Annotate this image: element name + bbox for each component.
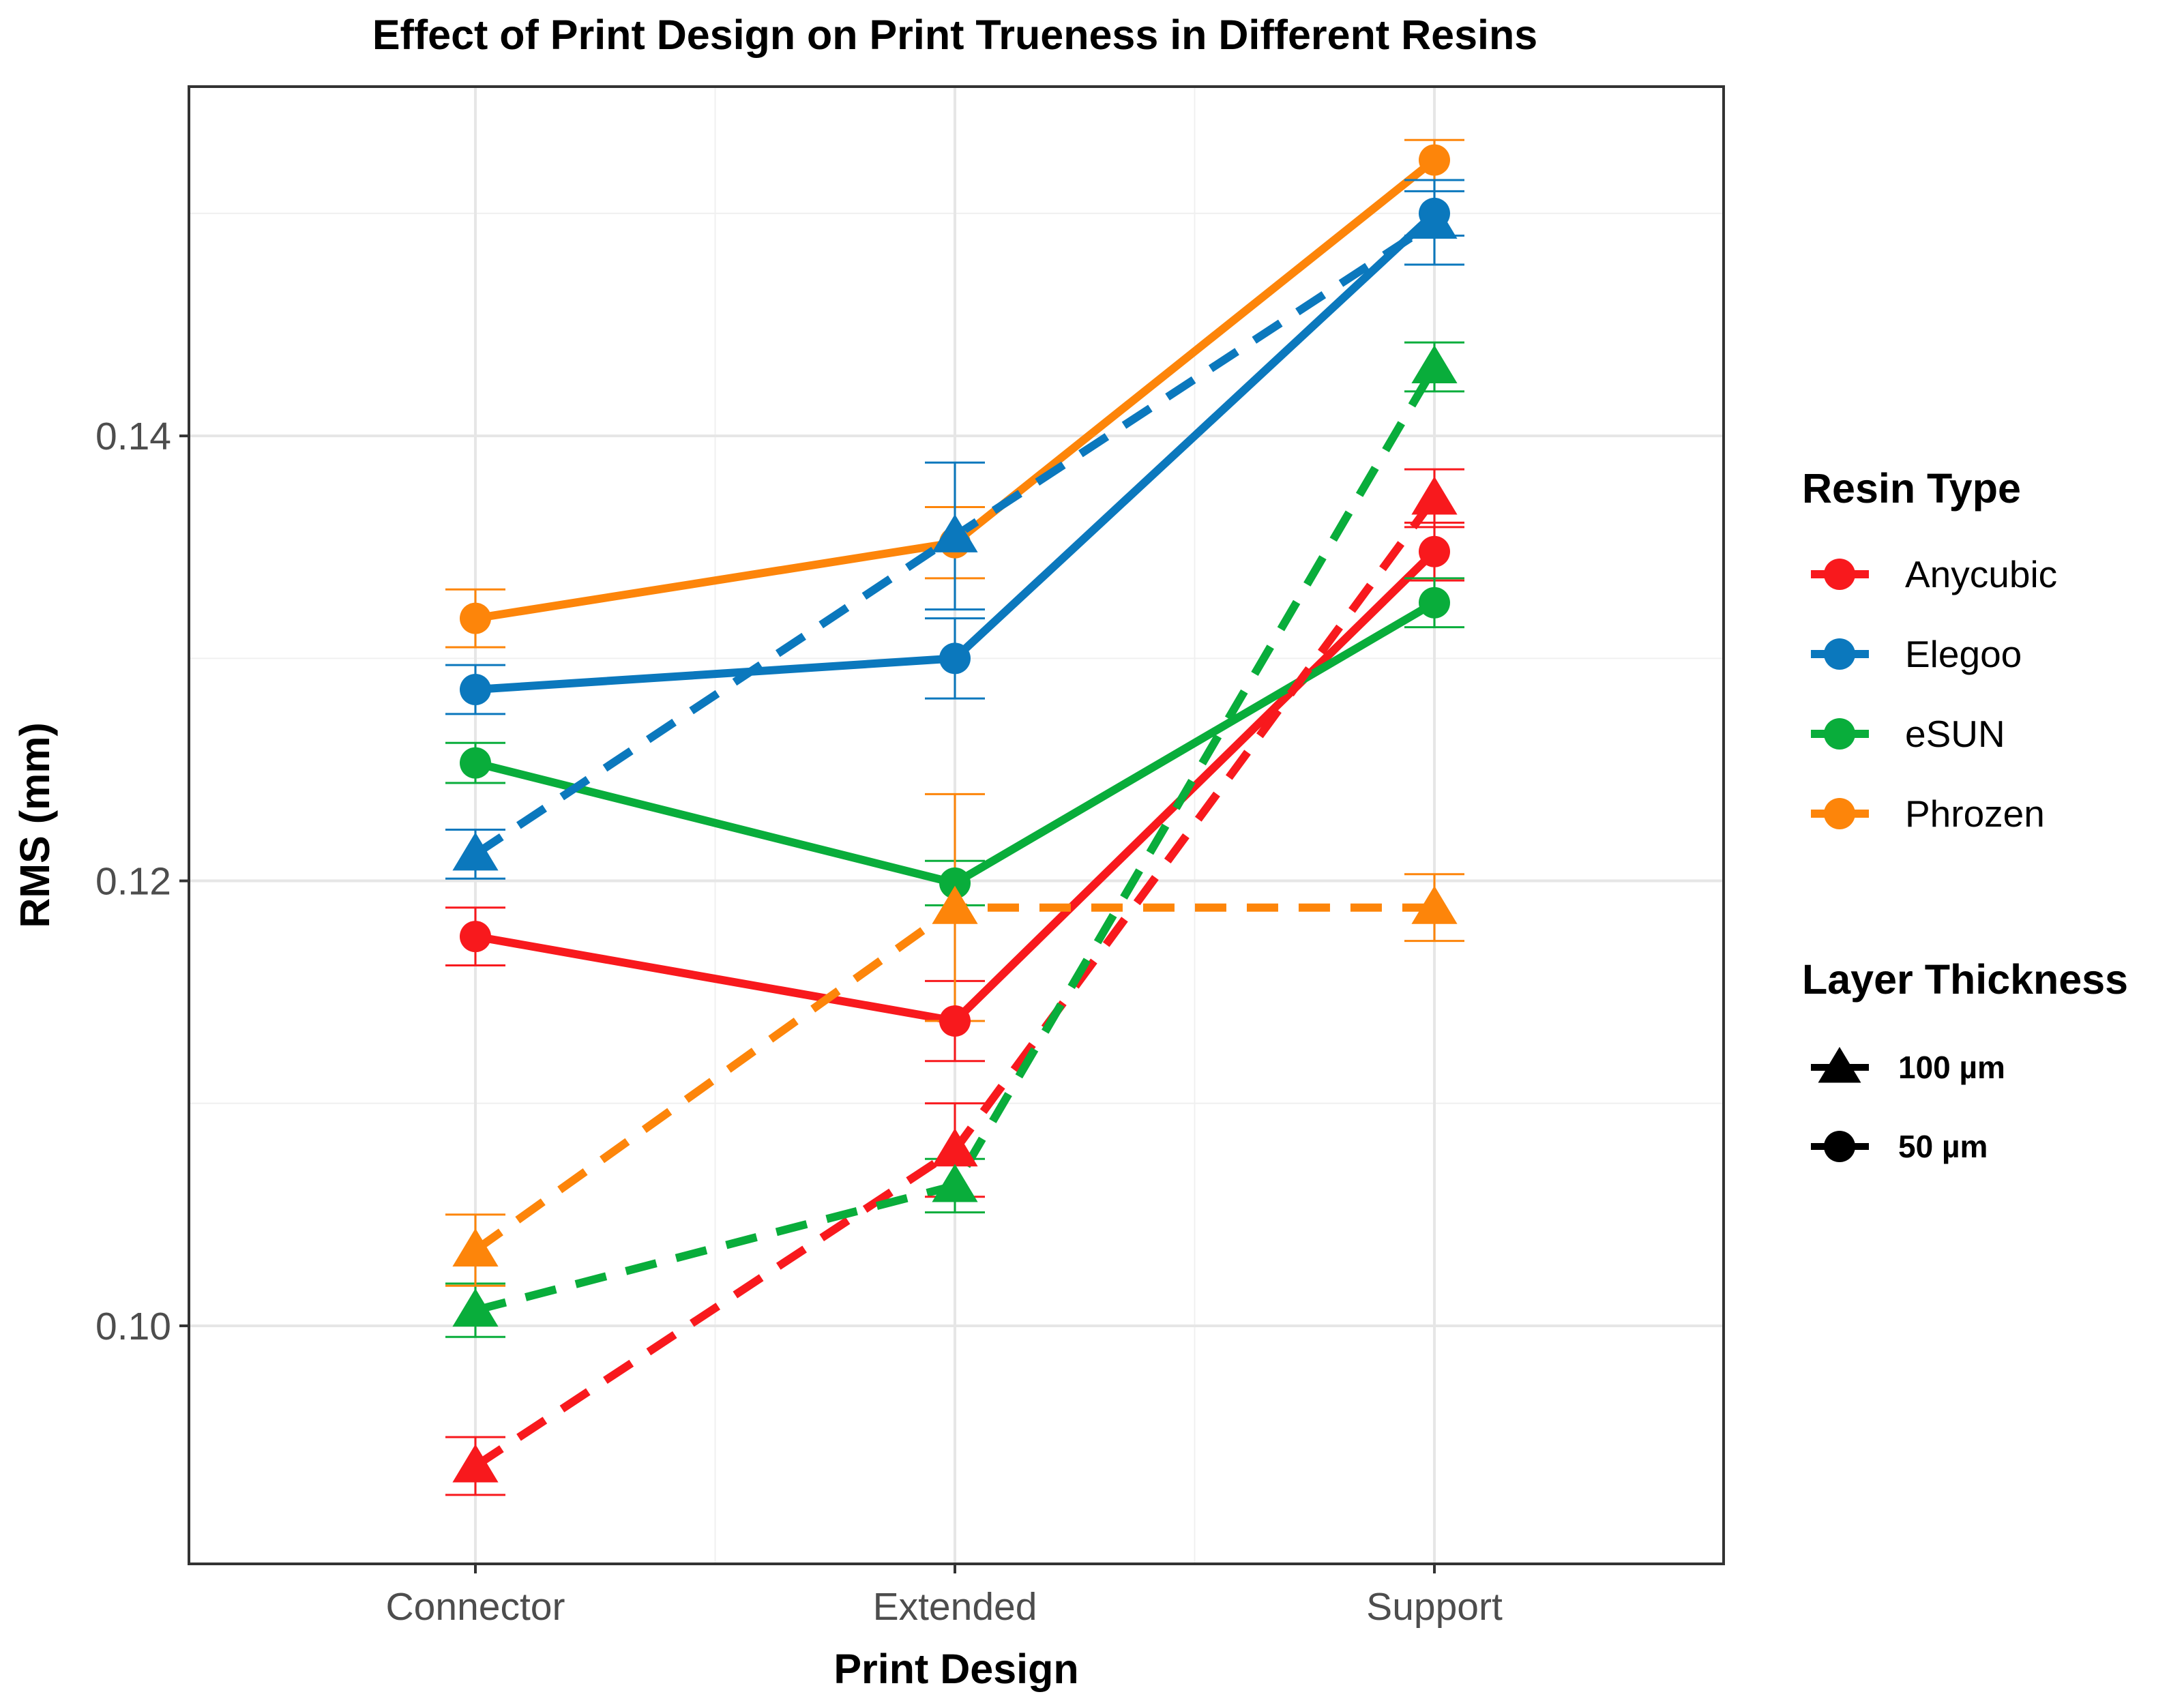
point-phrozen-50-m-connector: [460, 602, 491, 634]
legend-item-esun: eSUN: [1811, 713, 2005, 755]
x-tick-label-connector: Connector: [386, 1585, 565, 1629]
y-axis: 0.10 0.12 0.14: [95, 415, 189, 1348]
chart-title: Effect of Print Design on Print Trueness…: [372, 12, 1537, 58]
point-phrozen-100-m-support: [1411, 885, 1458, 924]
point-esun-100-m-extended: [932, 1164, 978, 1202]
legend-item-50-m: 50 µm: [1811, 1129, 1988, 1164]
legend-title-resin-type: Resin Type: [1802, 465, 2021, 512]
legend-label-anycubic: Anycubic: [1905, 553, 2057, 595]
legend-item-elegoo: Elegoo: [1811, 633, 2022, 675]
point-esun-50-m-connector: [460, 747, 491, 779]
point-anycubic-50-m-connector: [460, 921, 491, 953]
point-anycubic-50-m-extended: [939, 1005, 971, 1037]
point-anycubic-100-m-support: [1411, 476, 1458, 515]
point-phrozen-100-m-connector: [452, 1228, 499, 1267]
point-esun-100-m-support: [1411, 345, 1458, 384]
x-axis: Connector Extended Support: [386, 1564, 1503, 1629]
x-axis-title: Print Design: [833, 1646, 1078, 1692]
y-tick-label: 0.14: [95, 415, 171, 458]
legend-key-circle: [1824, 718, 1855, 750]
legend-title-layer-thickness: Layer Thickness: [1802, 956, 2128, 1003]
y-axis-title: RMS (mm): [12, 722, 58, 928]
y-tick-label: 0.10: [95, 1305, 171, 1348]
legend-key-circle: [1824, 798, 1855, 829]
legend-key-circle: [1824, 559, 1855, 590]
legend-label-50-m: 50 µm: [1898, 1129, 1988, 1164]
legend-label-esun: eSUN: [1905, 713, 2005, 755]
point-esun-50-m-extended: [939, 867, 971, 899]
point-anycubic-100-m-extended: [932, 1128, 978, 1167]
legend-label-phrozen: Phrozen: [1905, 793, 2045, 835]
point-elegoo-100-m-connector: [452, 832, 499, 871]
legend-label-100-m: 100 µm: [1898, 1050, 2005, 1085]
legend-key-triangle: [1818, 1047, 1861, 1083]
x-tick-label-extended: Extended: [873, 1585, 1037, 1629]
point-elegoo-100-m-support: [1411, 200, 1458, 239]
legend-item-anycubic: Anycubic: [1811, 553, 2057, 595]
point-phrozen-50-m-support: [1419, 144, 1450, 176]
legend: Resin Type Anycubic Elegoo eSUN Phrozen Lay…: [1802, 465, 2128, 1164]
legend-key-circle: [1824, 638, 1855, 670]
point-esun-50-m-support: [1419, 587, 1450, 619]
point-anycubic-100-m-connector: [452, 1444, 499, 1483]
point-elegoo-100-m-extended: [932, 514, 978, 552]
shape-legend-items: 100 µm 50 µm: [1811, 1047, 2005, 1164]
legend-item-100-m: 100 µm: [1811, 1047, 2005, 1085]
legend-label-elegoo: Elegoo: [1905, 633, 2022, 675]
y-tick-label: 0.12: [95, 860, 171, 904]
point-esun-100-m-connector: [452, 1288, 499, 1327]
point-elegoo-50-m-extended: [939, 642, 971, 675]
point-anycubic-50-m-support: [1419, 535, 1450, 567]
x-tick-label-support: Support: [1366, 1585, 1503, 1629]
color-legend-items: Anycubic Elegoo eSUN Phrozen: [1811, 553, 2057, 835]
data-points: [452, 144, 1458, 1483]
point-elegoo-50-m-connector: [460, 674, 491, 706]
legend-key-circle: [1824, 1131, 1855, 1162]
legend-item-phrozen: Phrozen: [1811, 793, 2045, 835]
point-phrozen-100-m-extended: [932, 885, 978, 924]
